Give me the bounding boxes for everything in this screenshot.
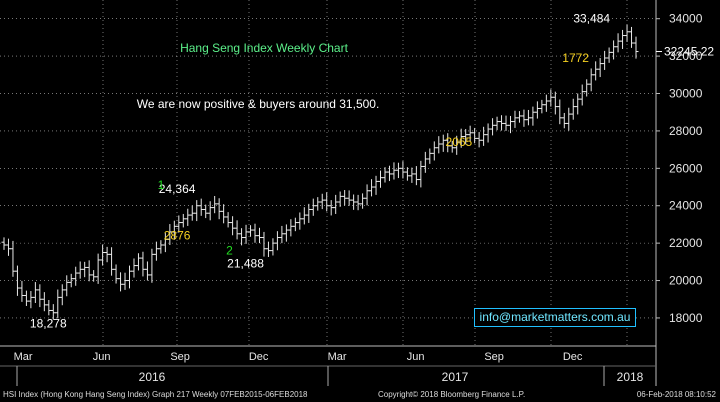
last-price-label: 32245.22 bbox=[664, 45, 714, 59]
label-low: 21,488 bbox=[227, 257, 264, 271]
footer-source: HSI Index (Hong Kong Hang Seng Index) Gr… bbox=[3, 390, 308, 399]
contact-email-box: info@marketmatters.com.au bbox=[474, 308, 636, 327]
y-tick-label: 20000 bbox=[669, 274, 703, 288]
label-low: 18,278 bbox=[30, 317, 67, 331]
footer-copyright: Copyright© 2018 Bloomberg Finance L.P. bbox=[378, 390, 526, 399]
x-month-label: Mar bbox=[328, 351, 347, 363]
label-wave: 2 bbox=[226, 244, 233, 258]
label-wave: 1 bbox=[158, 178, 165, 192]
ohlc-bar bbox=[633, 36, 639, 59]
x-year-label: 2016 bbox=[139, 370, 166, 384]
label-high: 33,484 bbox=[573, 11, 610, 25]
label-range: 2065 bbox=[446, 135, 473, 149]
x-month-label: Dec bbox=[249, 351, 269, 363]
y-tick-label: 18000 bbox=[669, 311, 703, 325]
y-tick-label: 34000 bbox=[669, 12, 703, 26]
y-tick-label: 22000 bbox=[669, 236, 703, 250]
x-month-label: Jun bbox=[407, 351, 425, 363]
chart-background bbox=[0, 0, 720, 386]
y-tick-label: 28000 bbox=[669, 124, 703, 138]
footer-bar: HSI Index (Hong Kong Hang Seng Index) Gr… bbox=[0, 386, 720, 402]
chart-annotation: We are now positive & buyers around 31,5… bbox=[137, 97, 380, 111]
label-high: 24,364 bbox=[159, 182, 196, 196]
y-axis: 18000 20000 22000 24000 26000 28000 30000 32000… bbox=[655, 0, 714, 386]
price-bars bbox=[1, 24, 639, 320]
y-tick-label: 30000 bbox=[669, 87, 703, 101]
x-month-label: Dec bbox=[563, 351, 583, 363]
label-range: 1772 bbox=[562, 51, 589, 65]
x-year-label: 2018 bbox=[617, 370, 644, 384]
x-month-label: Jun bbox=[93, 351, 111, 363]
x-year-label: 2017 bbox=[442, 370, 469, 384]
x-month-label: Sep bbox=[484, 351, 504, 363]
y-tick-label: 26000 bbox=[669, 161, 703, 175]
x-month-label: Mar bbox=[14, 351, 33, 363]
chart-title: Hang Seng Index Weekly Chart bbox=[180, 41, 349, 55]
y-tick-label: 32000 bbox=[669, 49, 703, 63]
x-axis: Mar Jun Sep Dec Mar Jun Sep Dec 2016 2017 2018 bbox=[0, 345, 656, 386]
x-month-label: Sep bbox=[170, 351, 190, 363]
footer-timestamp: 06-Feb-2018 08:10:52 bbox=[636, 390, 716, 399]
y-tick-label: 24000 bbox=[669, 199, 703, 213]
label-range: 2876 bbox=[164, 229, 191, 243]
